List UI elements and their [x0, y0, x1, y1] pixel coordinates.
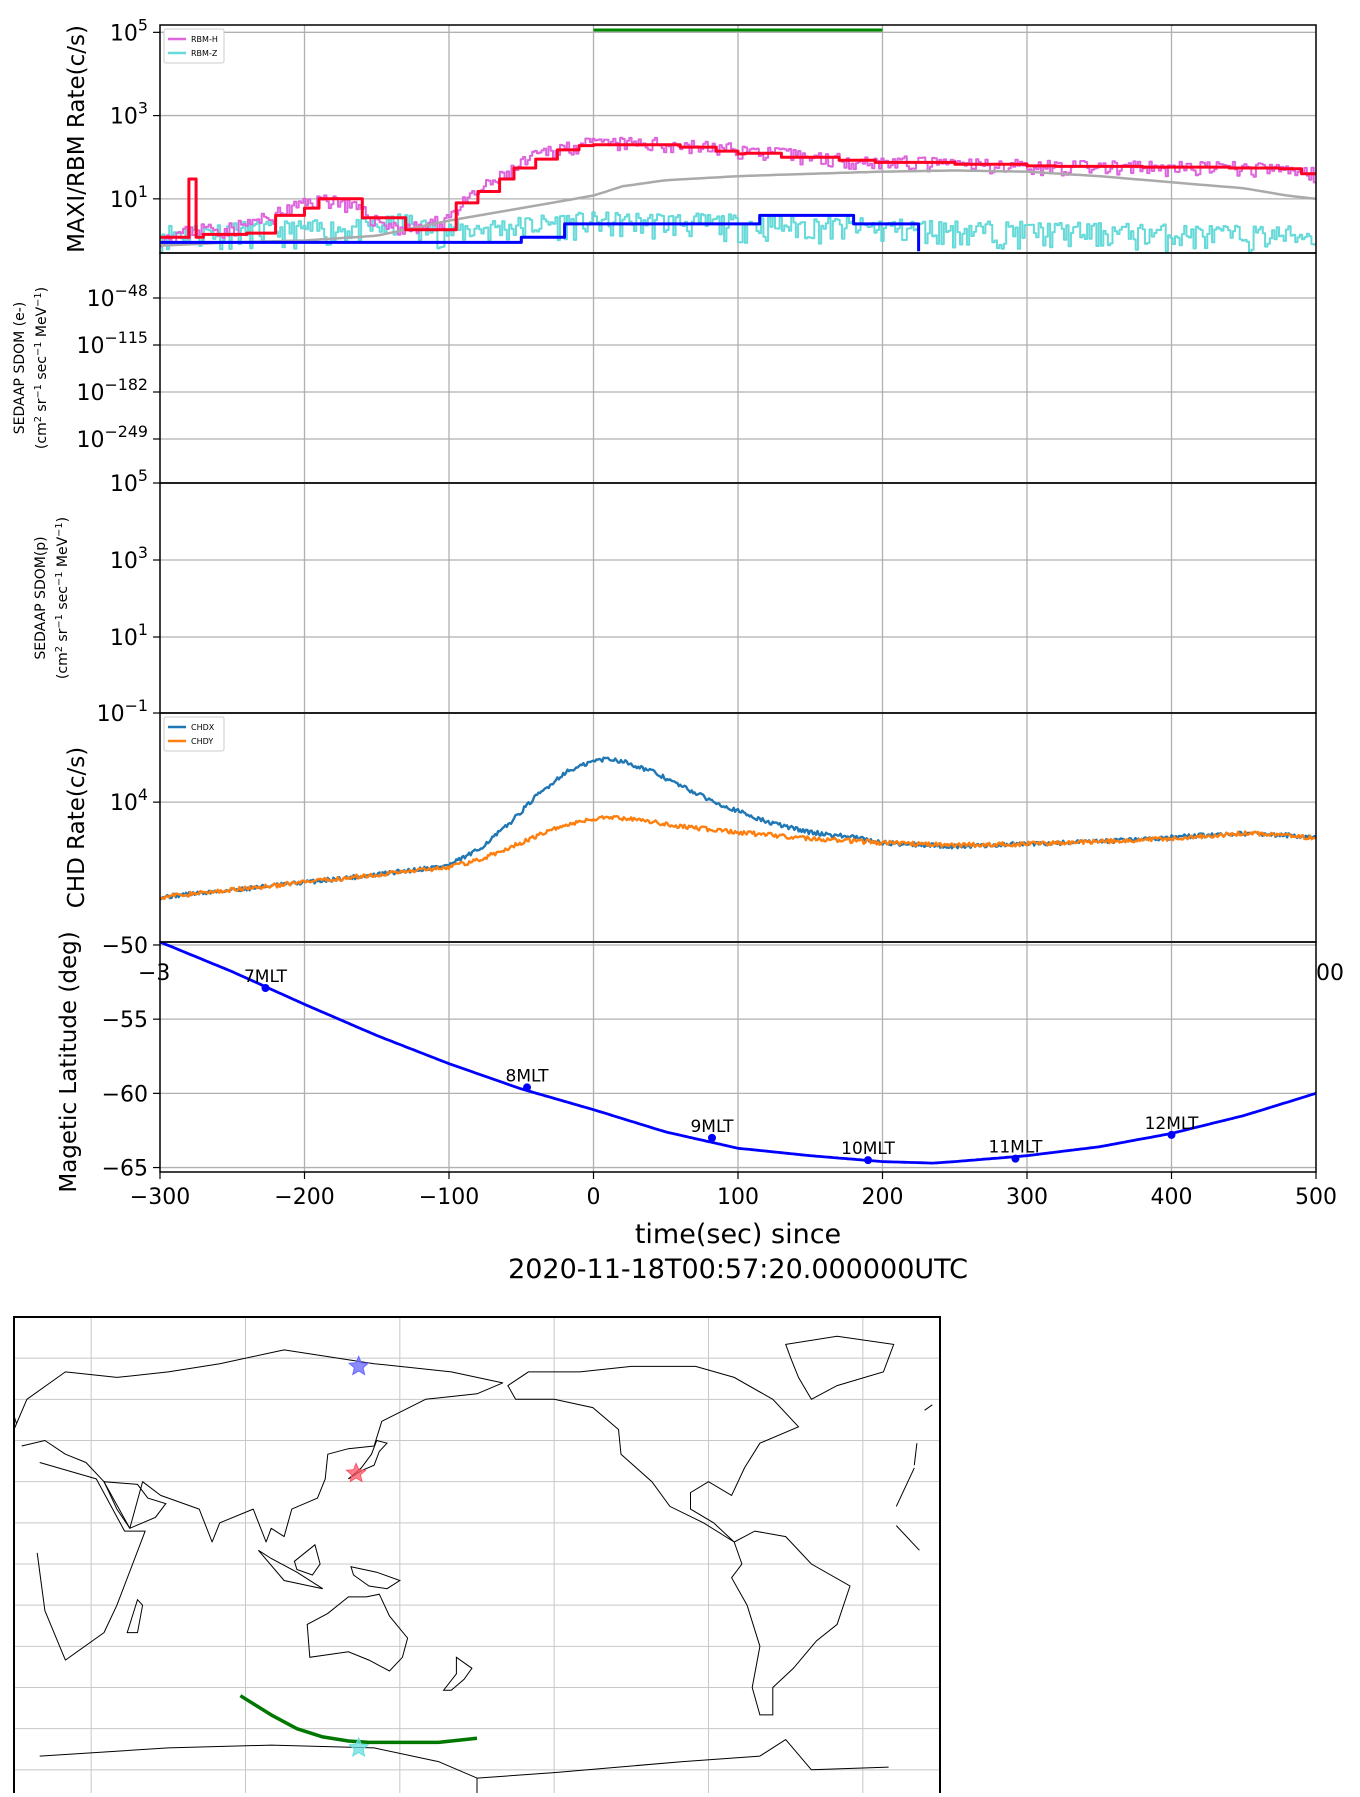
legend-box	[163, 28, 225, 64]
x-tick-label: −300	[130, 1185, 190, 1210]
australia-outline	[306, 1593, 409, 1672]
antarctica-outline	[476, 1739, 889, 1779]
eurasia-outline	[13, 1349, 504, 1543]
y-axis-units: (cm2 sr−1 sec−1 MeV−1)	[54, 517, 71, 679]
series-magnetic-latitude	[159, 940, 1317, 1165]
mlt-marker	[1011, 1154, 1020, 1163]
series-rbm-z	[160, 211, 1316, 254]
new-zealand-outline	[442, 1656, 473, 1691]
mlt-label: 12MLT	[1145, 1114, 1199, 1134]
y-tick-label: 10−115	[77, 328, 148, 359]
new-guinea-outline	[350, 1566, 401, 1590]
greenland-outline	[785, 1335, 895, 1400]
north-america-outline	[507, 1365, 800, 1543]
mlt-marker	[261, 984, 270, 992]
y-tick-label: 105	[110, 466, 148, 497]
mlt-marker	[1167, 1130, 1176, 1139]
uk-outline	[924, 1404, 933, 1411]
x-tick-label: 500	[1295, 1185, 1337, 1210]
mlt-marker	[707, 1133, 716, 1142]
panel-latitude: −50 −55 −60 −65 7MLT 8MLT 9MLT 10MLT 11MLT 12MLT −…	[56, 931, 1337, 1285]
start-position-star	[347, 1355, 370, 1376]
legend-label: CHDY	[191, 737, 213, 746]
series-rbm-z-binned	[160, 213, 921, 252]
africa-outline	[895, 1525, 920, 1551]
y-tick-label: 10−1	[97, 696, 148, 727]
africa-outline	[36, 1462, 146, 1661]
borneo-outline	[293, 1543, 321, 1576]
y-tick-label: 103	[110, 99, 148, 130]
japan-outline	[348, 1439, 388, 1480]
y-tick-label: 10−182	[77, 375, 148, 406]
y-tick-label: 105	[110, 15, 148, 46]
end-position-star	[347, 1736, 370, 1758]
mlt-label: 8MLT	[506, 1066, 550, 1086]
y-tick-label: 104	[110, 785, 148, 816]
y-axis-label: SEDAAP SDOM (e-)	[12, 302, 28, 435]
mlt-marker	[864, 1156, 873, 1165]
y-tick-label: −50	[102, 934, 148, 959]
madagascar-outline	[126, 1598, 144, 1634]
antarctica-outline	[39, 1744, 478, 1797]
x-tick-label: −200	[274, 1185, 334, 1210]
x-tick-label: −100	[419, 1185, 479, 1210]
legend-box	[163, 716, 225, 752]
ground-track-map	[13, 1316, 941, 1797]
y-tick-label: 101	[110, 182, 148, 213]
series-rbm-h-binned	[160, 143, 1316, 239]
mlt-label: 9MLT	[690, 1117, 734, 1137]
panel-maxi-rbm: 101 103 105 RBM-H RBM-Z MAXI/RBM Rate(c/s)	[64, 15, 1317, 254]
orbit-track	[239, 1694, 478, 1745]
arabia-outline	[103, 1481, 167, 1529]
mlt-label: 10MLT	[841, 1139, 895, 1159]
mlt-label: 7MLT	[244, 967, 288, 987]
x-tick-label: 200	[862, 1185, 904, 1210]
mlt-label: 11MLT	[989, 1138, 1043, 1158]
y-tick-label: 103	[110, 543, 148, 574]
legend-label: RBM-Z	[191, 49, 218, 58]
y-tick-label: 10−249	[77, 422, 148, 453]
x-axis-label: time(sec) since	[635, 1219, 841, 1250]
y-tick-label: −65	[102, 1157, 148, 1182]
y-tick-label: −60	[102, 1082, 148, 1107]
clipped-tick-label: 00	[1316, 961, 1344, 986]
clipped-tick-label: −3	[138, 961, 170, 986]
series-chdy	[159, 815, 1317, 901]
eurasia-outline	[913, 1443, 918, 1466]
x-tick-label: 300	[1006, 1185, 1048, 1210]
panel-chd: 104 CHDX CHDY CHD Rate(c/s) −3 00	[64, 712, 1344, 986]
y-tick-label: 10−48	[87, 281, 148, 312]
y-axis-label: MAXI/RBM Rate(c/s)	[64, 25, 90, 253]
gti-position-star	[345, 1462, 367, 1483]
africa-outline	[895, 1467, 915, 1507]
y-axis-label: SEDAAP SDOM(p)	[33, 536, 49, 659]
x-axis-label-date: 2020-11-18T00:57:20.000000UTC	[508, 1254, 968, 1285]
panel-sedaap-e: 10−48 10−115 10−182 10−249 SEDAAP SDOM (e-) (…	[12, 252, 1317, 484]
x-tick-label: 100	[717, 1185, 759, 1210]
y-tick-label: 101	[110, 620, 148, 651]
map-frame	[13, 1316, 941, 1797]
panel-sedaap-p: 105 103 101 10−1 SEDAAP SDOM(p) (cm2 sr−1 sec…	[33, 466, 1317, 727]
y-tick-label: −55	[102, 1008, 148, 1033]
sumatra-outline	[258, 1549, 323, 1590]
mlt-marker	[523, 1083, 532, 1092]
y-axis-label: Magetic Latitude (deg)	[56, 931, 82, 1192]
south-america-outline	[731, 1530, 851, 1716]
x-tick-label: 0	[587, 1185, 601, 1210]
legend-label: RBM-H	[191, 35, 218, 44]
map-background	[14, 1317, 940, 1797]
series-background	[159, 169, 1317, 247]
y-axis-label: CHD Rate(c/s)	[64, 747, 90, 908]
legend-label: CHDX	[191, 723, 215, 732]
x-tick-label: 400	[1151, 1185, 1193, 1210]
y-axis-units: (cm2 sr−1 sec−1 MeV−1)	[33, 287, 50, 449]
